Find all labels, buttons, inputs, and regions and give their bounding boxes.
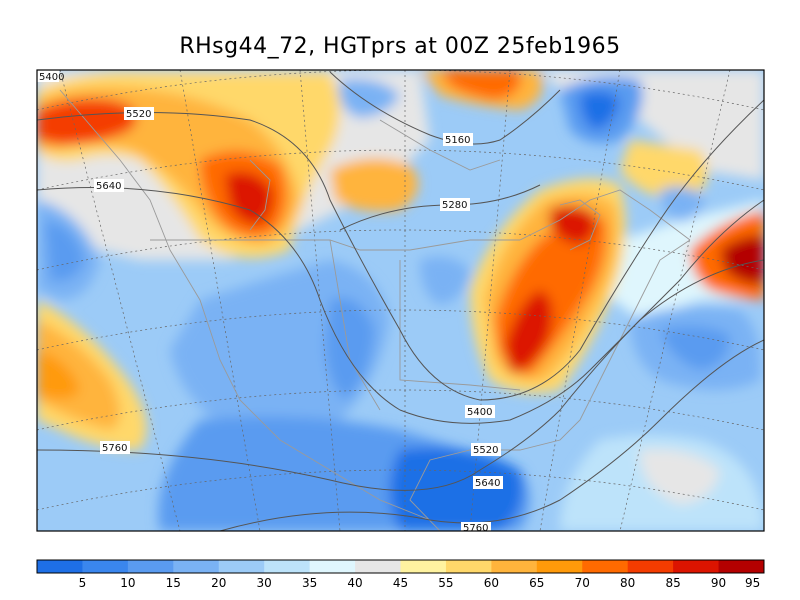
colorbar-swatch	[673, 560, 720, 573]
contour-label-5760: 5760	[102, 443, 127, 454]
height-contours	[37, 71, 764, 531]
colorbar-swatch	[582, 560, 629, 573]
colorbar-swatch	[627, 560, 674, 573]
contour-label-5760-south: 5760	[463, 523, 488, 534]
contour-label-5280: 5280	[442, 200, 467, 211]
colorbar-swatch	[355, 560, 401, 573]
colorbar-tick-label: 45	[393, 576, 408, 590]
contour-label-5520: 5520	[126, 109, 151, 120]
map-title: RHsg44_72, HGTprs at 00Z 25feb1965	[179, 34, 621, 59]
colorbar-tick-label: 20	[211, 576, 226, 590]
colorbar-tick-label: 30	[257, 576, 272, 590]
colorbar-tick-label: 10	[120, 576, 135, 590]
colorbar-tick-label: 55	[438, 576, 453, 590]
contour-label-5400-corner: 5400	[39, 72, 64, 83]
contour-label-5640-left: 5640	[96, 181, 121, 192]
colorbar-tick-label: 60	[484, 576, 499, 590]
colorbar-tick-label: 40	[347, 576, 362, 590]
colorbar-tick-label: 80	[620, 576, 635, 590]
contour-label-5400: 5400	[467, 407, 492, 418]
colorbar-tick-label: 85	[665, 576, 680, 590]
colorbar-swatch	[127, 560, 174, 573]
contour-labels: 5400 5520 5640 5160 5280 5400 5760 5520 …	[37, 70, 503, 534]
contour-label-5640-south: 5640	[475, 478, 500, 489]
colorbar-swatch	[37, 560, 83, 573]
colorbar-tick-label: 35	[302, 576, 317, 590]
map-frame	[36, 69, 765, 532]
colorbar-tick-label: 15	[166, 576, 181, 590]
colorbar-tick-label: 95	[745, 576, 760, 590]
colorbar-frame	[36, 559, 765, 574]
colorbar-swatch	[445, 560, 492, 573]
colorbar-swatch	[718, 560, 765, 573]
coastlines	[59, 89, 691, 531]
contour-label-5160: 5160	[445, 135, 470, 146]
colorbar-swatch	[82, 560, 129, 573]
colorbar-swatch	[536, 560, 583, 573]
colorbar-swatch	[264, 560, 311, 573]
colorbar-tick-label: 5	[79, 576, 87, 590]
colorbar-tick-label: 65	[529, 576, 544, 590]
colorbar-swatch	[400, 560, 447, 573]
colorbar-swatch	[491, 560, 538, 573]
contour-label-5520-south: 5520	[473, 445, 498, 456]
colorbar-tick-label: 90	[711, 576, 726, 590]
colorbar-swatch	[309, 560, 356, 573]
colorbar-tick-label: 70	[575, 576, 590, 590]
colorbar: 5 10 15 20 30 35 40 45 55 60 65 70 80 85 90 95	[36, 559, 765, 590]
colorbar-swatch	[218, 560, 265, 573]
colorbar-swatch	[173, 560, 220, 573]
humidity-field: 5400 5520 5640 5160 5280 5400 5760 5520 …	[37, 70, 764, 534]
